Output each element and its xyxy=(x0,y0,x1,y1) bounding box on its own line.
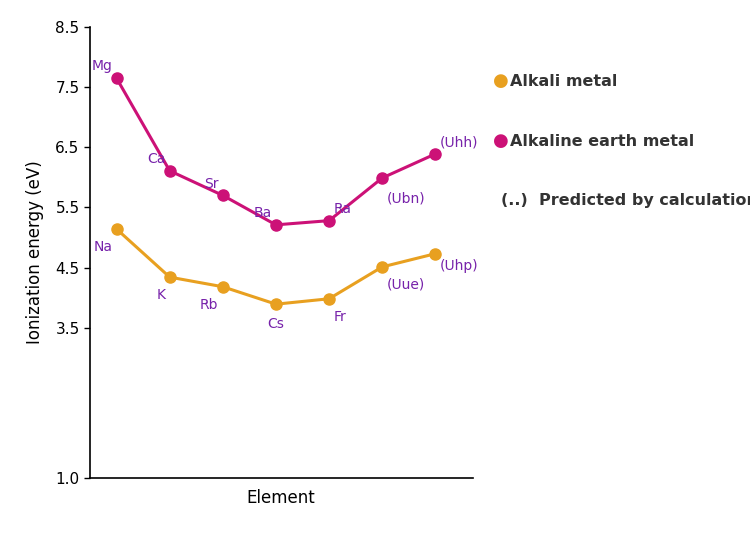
Text: (Uhp): (Uhp) xyxy=(440,258,479,273)
Text: Ba: Ba xyxy=(254,206,272,220)
Text: ●: ● xyxy=(494,72,509,91)
Text: Mg: Mg xyxy=(92,59,112,73)
Text: Fr: Fr xyxy=(333,310,346,324)
Text: Alkali metal: Alkali metal xyxy=(510,74,617,89)
Text: K: K xyxy=(157,288,166,302)
Text: (..)  Predicted by calculation: (..) Predicted by calculation xyxy=(501,193,750,209)
Text: Na: Na xyxy=(93,240,112,254)
Text: Alkaline earth metal: Alkaline earth metal xyxy=(510,134,694,149)
Text: Ra: Ra xyxy=(333,202,351,216)
Text: (Ubn): (Ubn) xyxy=(386,191,425,205)
Text: Rb: Rb xyxy=(200,298,218,312)
Text: Ca: Ca xyxy=(147,152,166,166)
Text: Sr: Sr xyxy=(204,176,218,191)
X-axis label: Element: Element xyxy=(247,489,316,507)
Text: (Uue): (Uue) xyxy=(386,277,424,292)
Y-axis label: Ionization energy (eV): Ionization energy (eV) xyxy=(26,161,44,344)
Text: Cs: Cs xyxy=(268,318,284,331)
Text: (Uhh): (Uhh) xyxy=(440,135,478,149)
Text: ●: ● xyxy=(494,132,509,150)
